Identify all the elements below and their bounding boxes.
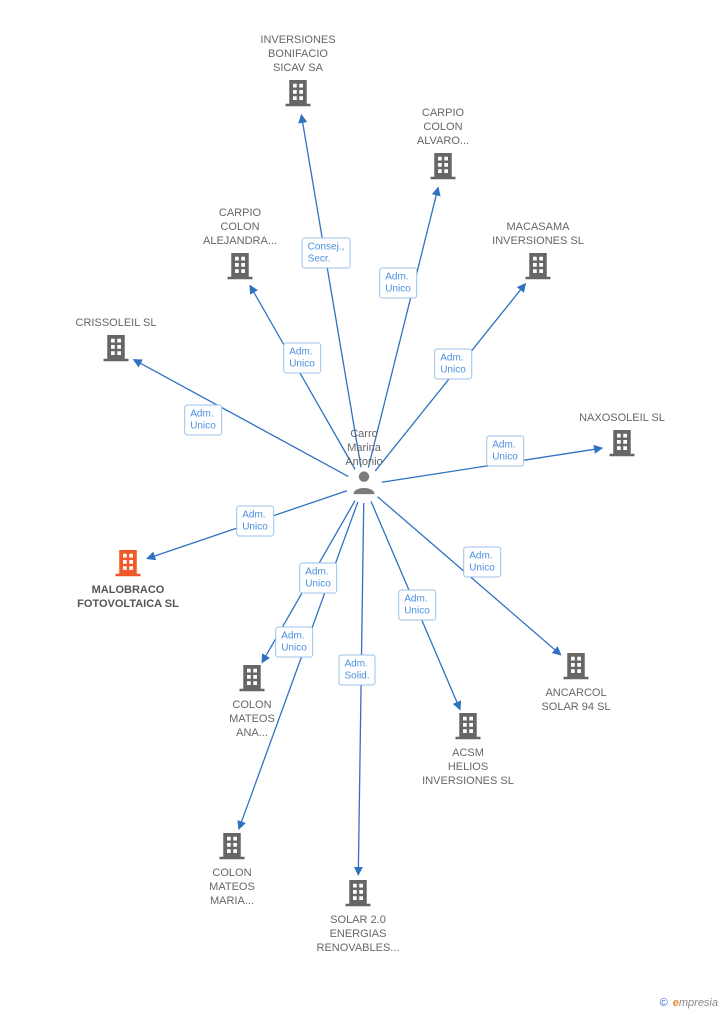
edge bbox=[375, 284, 525, 471]
edge bbox=[371, 502, 460, 710]
graph-canvas bbox=[0, 0, 728, 1015]
edge bbox=[147, 491, 347, 559]
brand-rest: mpresia bbox=[679, 997, 718, 1009]
edge bbox=[368, 187, 438, 467]
footer-branding: © empresia bbox=[660, 997, 718, 1009]
edge bbox=[382, 448, 602, 482]
copyright-symbol: © bbox=[660, 997, 668, 1009]
edge bbox=[301, 115, 361, 468]
edge bbox=[250, 285, 355, 469]
edge bbox=[239, 502, 358, 829]
edge bbox=[378, 497, 561, 655]
edge bbox=[358, 503, 363, 875]
edge bbox=[134, 360, 349, 477]
